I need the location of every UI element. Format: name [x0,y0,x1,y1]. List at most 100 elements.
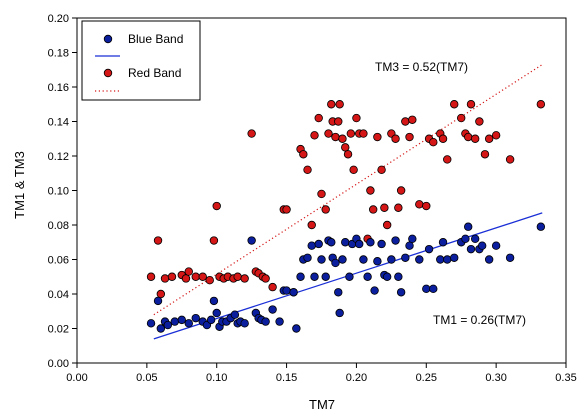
red-band-point [408,115,417,124]
red-band-point [349,165,358,174]
red-band-point [415,200,424,209]
blue-band-point [341,238,350,247]
red-band-point [394,203,403,212]
blue-band-point [536,222,546,231]
red-band-point [536,100,546,109]
red-band-point [341,143,350,152]
red-band-point [450,100,459,109]
red-band-point [181,274,191,283]
blue-band-point [177,315,186,325]
red-band-point [480,150,490,159]
blue-band-point [247,236,256,245]
red-band-point [422,201,431,211]
blue-band-point [310,272,319,281]
red-band-point [380,203,389,212]
blue-band-point [366,238,375,247]
blue-band-point [387,255,396,264]
red-band-point [338,134,347,143]
y-tick-label: 0.16 [48,82,69,94]
red-band-point [464,132,473,142]
blue-band-point [370,286,379,295]
x-tick-label: 0.05 [136,372,157,384]
red-band-point [160,274,170,283]
red-band-point [484,134,494,143]
red-band-point [240,274,249,283]
blue-band-point [461,234,470,243]
red-band-point [457,113,466,123]
blue-band-point [382,272,392,281]
red-band-point [396,186,406,195]
y-tick-label: 0.08 [48,220,69,232]
red-band-point [475,117,484,126]
red-band-point [184,267,193,276]
y-tick-label: 0.10 [48,186,69,198]
blue-band-point [170,317,179,326]
blue-band-point [261,317,270,326]
y-tick-label: 0.20 [48,13,69,25]
blue-band-point [275,317,284,326]
blue-band-point [282,286,291,295]
blue-band-point [363,272,372,281]
red-band-point [156,289,166,299]
blue-band-point [331,258,340,268]
blue-band-point [450,253,459,262]
red-band-point [401,117,410,126]
red-band-point [466,100,476,109]
blue-band-point [396,288,406,297]
y-tick-label: 0.04 [48,289,69,301]
red-band-point [346,129,356,138]
x-tick-label: 0.30 [485,372,506,384]
red-band-point [209,236,219,245]
blue-band-point [405,241,414,250]
blue-band-point [296,272,305,281]
blue-band-point [334,288,343,297]
red-band-point [335,100,344,109]
blue-band-point [327,238,336,247]
y-tick-label: 0.14 [48,117,69,129]
blue-band-point [209,296,219,306]
red-band-point [334,117,343,126]
y-tick-label: 0.00 [48,358,69,370]
blue-band-point [240,319,249,328]
blue-band-point [146,319,156,328]
red-band-point [377,165,386,174]
blue-band-point [470,234,480,243]
annotation-tm3: TM3 = 0.52(TM7) [375,60,468,74]
blue-band-point [163,320,173,330]
red-band-point [359,129,368,138]
red-band-point [153,236,163,245]
red-band-point [247,129,256,138]
red-band-point [167,272,177,281]
red-band-point [343,150,353,159]
blue-band-point [491,241,501,250]
blue-band-point [443,255,452,264]
y-tick-label: 0.12 [48,151,69,163]
tick-labels: 0.00 0.05 0.10 0.15 0.20 0.25 0.30 0.35 0.00 0.02… [48,13,577,384]
red-band-point [368,205,378,214]
red-band-point [310,131,319,140]
axes [72,17,567,368]
red-band-point [314,113,323,123]
red-band-point [429,137,438,147]
y-axis-title: TM1 & TM3 [12,151,27,219]
blue-band-point [424,244,434,254]
red-band-point [268,282,277,292]
x-axis-title: TM7 [309,397,335,412]
blue-band-point [338,255,347,264]
blue-band-point [373,257,382,266]
red-band-point [146,272,156,281]
red-band-point [470,134,480,143]
blue-band-point [359,255,368,264]
red-band-point [321,205,330,214]
blue-band-point [477,241,487,250]
red-band-point [405,132,414,142]
blue-band-point [505,253,515,262]
red-band-point [261,274,270,283]
blue-band-point [153,296,163,306]
blue-band-point [484,255,494,264]
x-tick-label: 0.00 [66,372,87,384]
x-tick-label: 0.15 [276,372,297,384]
blue-band-point [307,241,316,250]
red-band-point [198,272,207,281]
legend-box [81,20,201,101]
